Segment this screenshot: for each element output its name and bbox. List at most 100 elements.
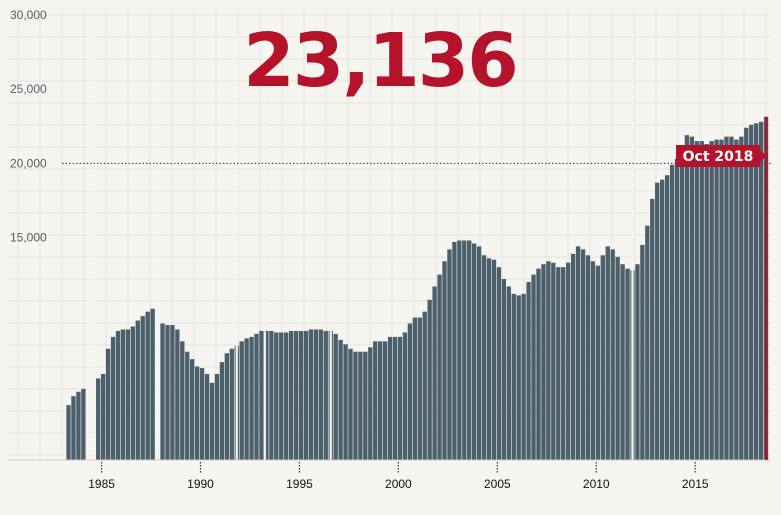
data-bar [264, 330, 269, 460]
data-bar [422, 311, 427, 460]
headline-number: 23,136 [243, 18, 519, 104]
x-tick-label: 2010 [583, 477, 610, 491]
data-bar [224, 353, 230, 460]
data-bar [353, 351, 358, 460]
data-bar [724, 136, 729, 460]
data-bar [501, 279, 507, 460]
data-bar [669, 164, 675, 461]
data-bar [293, 330, 299, 460]
data-bar [655, 182, 660, 460]
data-bar [140, 316, 145, 460]
data-bar [358, 351, 363, 460]
data-bar [674, 158, 680, 460]
data-bar [254, 333, 259, 460]
data-bar [288, 330, 294, 460]
data-bar [605, 246, 610, 460]
data-bar [105, 348, 111, 460]
x-tick-label: 1995 [286, 477, 313, 491]
data-bar [590, 261, 596, 460]
data-bar [615, 256, 620, 460]
latest-value-bar [765, 116, 768, 460]
data-bar [734, 139, 739, 460]
data-bar [66, 405, 71, 460]
data-bar [476, 246, 482, 460]
data-bar [506, 286, 511, 460]
y-tick-label: 20,000 [10, 156, 47, 170]
data-bar [561, 267, 566, 460]
data-bar [397, 336, 403, 460]
data-bar [531, 274, 536, 460]
data-bar [739, 136, 744, 460]
data-bar [481, 255, 487, 460]
data-bar [298, 330, 304, 460]
data-bar [170, 325, 175, 460]
data-bar [491, 259, 497, 460]
data-bar [546, 261, 551, 460]
data-bar [600, 255, 605, 460]
data-bar [640, 244, 645, 460]
data-bar [130, 326, 136, 460]
data-bar [753, 123, 759, 461]
data-bar [76, 391, 81, 460]
data-bar [392, 336, 398, 460]
data-bar [333, 333, 338, 460]
data-bar [219, 362, 225, 460]
data-bar [427, 299, 432, 460]
data-bar [664, 175, 670, 460]
callout-box [676, 145, 760, 167]
data-bar [368, 347, 373, 460]
data-bar [536, 268, 541, 460]
data-bar [160, 323, 165, 460]
y-tick-label: 25,000 [10, 82, 47, 96]
data-bar [209, 382, 215, 460]
data-bar [284, 332, 289, 460]
x-tick-label: 2005 [484, 477, 511, 491]
x-tick-label: 1990 [187, 477, 214, 491]
data-bar [125, 329, 131, 460]
data-bar [758, 121, 764, 461]
data-bar [595, 265, 601, 460]
data-bar [239, 341, 244, 460]
data-bar [719, 139, 724, 460]
data-bar [580, 249, 586, 460]
data-bar [338, 339, 343, 460]
data-bar [229, 348, 234, 460]
data-bar [556, 267, 561, 460]
data-bar [110, 336, 116, 460]
data-bar [412, 317, 417, 460]
data-bar [81, 388, 86, 460]
data-bar [387, 336, 393, 460]
data-bar [620, 264, 625, 460]
data-bar [437, 274, 442, 460]
data-bar [323, 330, 328, 460]
data-bar [378, 341, 383, 460]
data-bar [71, 396, 76, 460]
data-bar [150, 308, 155, 460]
data-bar [516, 295, 521, 460]
data-bar [313, 329, 319, 460]
data-bar [382, 341, 388, 460]
callout-pointer [760, 150, 767, 162]
data-bar [749, 124, 754, 461]
data-bar [570, 253, 576, 460]
data-bar [650, 198, 655, 460]
data-bar [714, 139, 719, 460]
data-bar [610, 249, 615, 460]
x-tick-label: 2015 [682, 477, 709, 491]
data-bar [308, 329, 314, 460]
data-bar [659, 179, 665, 460]
data-bar [452, 241, 457, 460]
y-tick-label: 30,000 [10, 8, 47, 22]
data-bar [432, 286, 437, 460]
data-bar [511, 293, 516, 460]
data-bar [279, 332, 284, 460]
data-bar [190, 359, 195, 460]
data-bar [135, 320, 140, 460]
data-bar [709, 141, 714, 461]
data-bar [467, 240, 472, 460]
data-bar [363, 351, 368, 460]
data-bar [214, 373, 220, 460]
data-bar [417, 317, 422, 460]
